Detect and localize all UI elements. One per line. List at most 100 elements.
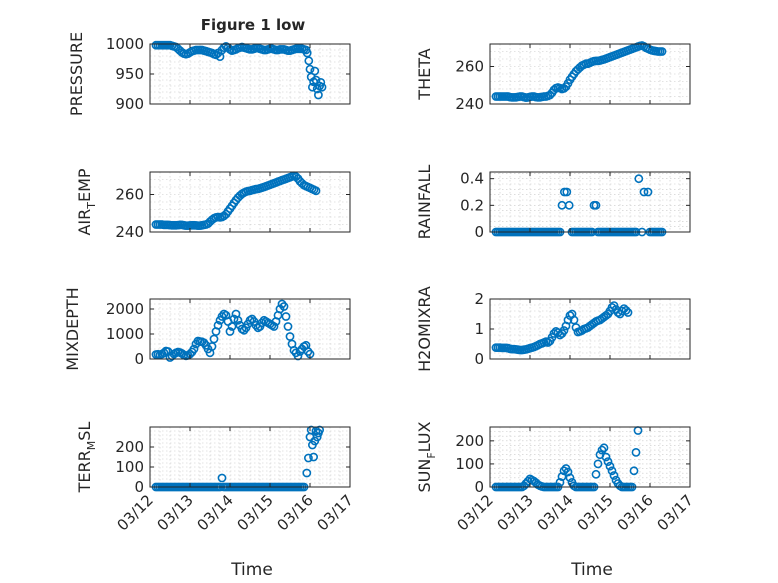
sun_flux-point-55 (601, 452, 611, 462)
pressure-point-77 (304, 56, 314, 66)
mixdepth-point-39 (229, 314, 239, 324)
h2omixra-ytick-label-0: 0 (474, 350, 484, 368)
mixdepth-ytick-label-2: 2000 (106, 300, 144, 318)
h2omixra-point-63 (617, 306, 627, 316)
pressure-point-87 (316, 78, 326, 87)
sun_flux-point-57 (605, 461, 615, 471)
sun_flux-point-59 (609, 471, 619, 480)
sun_flux-point-54 (599, 443, 609, 453)
rainfall-point-72 (639, 187, 649, 197)
terr_msl-point-33 (217, 473, 227, 483)
terr_msl-xtick-label-4: 03/16 (274, 491, 317, 534)
sun_flux-ytick-label-0: 0 (474, 478, 484, 496)
sun_flux-xtick-label-5: 03/17 (654, 491, 697, 534)
figure-title: Figure 1 low (201, 16, 306, 34)
sun_flux-point-53 (597, 445, 607, 455)
theta-point-83 (657, 47, 667, 56)
mixdepth-ytick-label-0: 0 (134, 350, 144, 368)
panel-theta: 240 260 THETA (415, 41, 691, 113)
h2omixra-ytick-label-1: 1 (474, 320, 484, 338)
sun_flux-point-50 (591, 469, 601, 479)
sun_flux-axes (489, 426, 691, 488)
sun_flux-point-16 (523, 476, 533, 486)
sun_flux-xtick-label-4: 03/16 (614, 491, 657, 534)
rainfall-ytick-label-0: 0 (474, 223, 484, 241)
sun_flux-xtick-label-2: 03/14 (534, 491, 577, 534)
panel-pressure: 900 950 1000 PRESSURE (67, 32, 351, 116)
terr_msl-ytick-label-2: 200 (115, 438, 144, 456)
theta-ytick-label-0: 240 (455, 95, 484, 113)
mixdepth-point-71 (293, 351, 303, 361)
sun_flux-point-37 (565, 473, 575, 483)
panel-air_temp: 240 260 AIRTEMP (75, 168, 351, 241)
sun_flux-point-58 (607, 466, 617, 476)
terr_msl-grid (150, 427, 350, 487)
mixdepth-point-19 (189, 344, 199, 354)
pressure-ytick-label-1: 950 (115, 65, 144, 83)
terr_msl-xtick-label-5: 03/17 (314, 491, 357, 534)
h2omixra-point-61 (613, 308, 623, 317)
h2omixra-point-65 (621, 305, 631, 315)
mixdepth-point-66 (283, 322, 293, 331)
mixdepth-point-41 (233, 315, 243, 325)
theta-ytick-label-1: 260 (455, 58, 484, 76)
sun_flux-xtick-label-0: 03/12 (454, 491, 497, 534)
terr_msl-xtick-label-1: 03/13 (154, 491, 197, 534)
terr_msl-xtick-label-0: 03/12 (114, 491, 157, 534)
mixdepth-point-31 (213, 320, 223, 330)
sun_flux-xtick-label-1: 03/13 (494, 491, 537, 534)
terr_msl-point-76 (303, 453, 313, 463)
sun_flux-point-34 (559, 466, 569, 476)
pressure-point-76 (302, 48, 312, 58)
terr_msl-point-80 (309, 452, 318, 462)
h2omixra-ytick-label-2: 2 (474, 290, 484, 308)
mixdepth-point-37 (225, 327, 235, 336)
pressure-point-88 (317, 82, 327, 92)
rainfall-point-49 (591, 200, 601, 210)
panel-rainfall: 0 0.2 0.4 RAINFALL (415, 165, 691, 241)
sun_flux-point-51 (593, 459, 603, 469)
sun_flux-point-56 (603, 457, 613, 466)
rainfall-point-73 (643, 187, 653, 197)
terr_msl-point-78 (306, 425, 316, 435)
sun_flux-ylabel: SUNFLUX (415, 421, 438, 492)
terr_msl-ytick-label-0: 0 (134, 478, 144, 496)
mixdepth-point-65 (281, 312, 291, 321)
mixdepth-ylabel: MIXDEPTH (63, 287, 82, 370)
h2omixra-point-34 (559, 326, 569, 335)
terr_msl-point-85 (315, 425, 324, 435)
h2omixra-ylabel: H2OMIXRA (415, 286, 434, 372)
pressure-point-82 (310, 66, 320, 76)
air_temp-ytick-label-1: 260 (115, 186, 144, 204)
panel-mixdepth: 0 1000 2000 MIXDEPTH (63, 287, 351, 371)
mixdepth-point-64 (279, 302, 289, 311)
terr_msl-point-75 (302, 468, 312, 478)
sun_flux-ytick-label-2: 200 (455, 432, 484, 450)
air_temp-point-80 (311, 186, 321, 196)
h2omixra-point-36 (563, 315, 573, 325)
mixdepth-point-59 (269, 322, 279, 331)
terr_msl-ylabel: TERRMSL (75, 422, 98, 494)
rainfall-point-70 (634, 174, 644, 184)
mixdepth-point-4 (159, 348, 169, 358)
pressure-point-85 (313, 90, 323, 100)
h2omixra-point-66 (623, 308, 633, 317)
rainfall-point-36 (564, 200, 574, 210)
sun_flux-point-69 (629, 466, 639, 476)
air_temp-ylabel: AIRTEMP (75, 168, 98, 235)
rainfall-point-35 (562, 187, 572, 197)
terr_msl-xtick-label-2: 03/14 (194, 491, 237, 534)
terr_msl-xlabel: Time (230, 560, 273, 580)
sun_flux-xlabel: Time (570, 560, 613, 580)
panel-h2omixra: 0 1 2 H2OMIXRA (415, 286, 691, 372)
sun_flux-point-70 (631, 447, 641, 457)
sun_flux-ytick-label-1: 100 (455, 455, 484, 473)
rainfall-ytick-label-2: 0.4 (460, 170, 484, 188)
pressure-ytick-label-0: 900 (115, 95, 144, 113)
theta-ylabel: THETA (415, 48, 434, 100)
air_temp-ytick-label-0: 240 (115, 223, 144, 241)
rainfall-ytick-label-1: 0.2 (460, 196, 484, 214)
